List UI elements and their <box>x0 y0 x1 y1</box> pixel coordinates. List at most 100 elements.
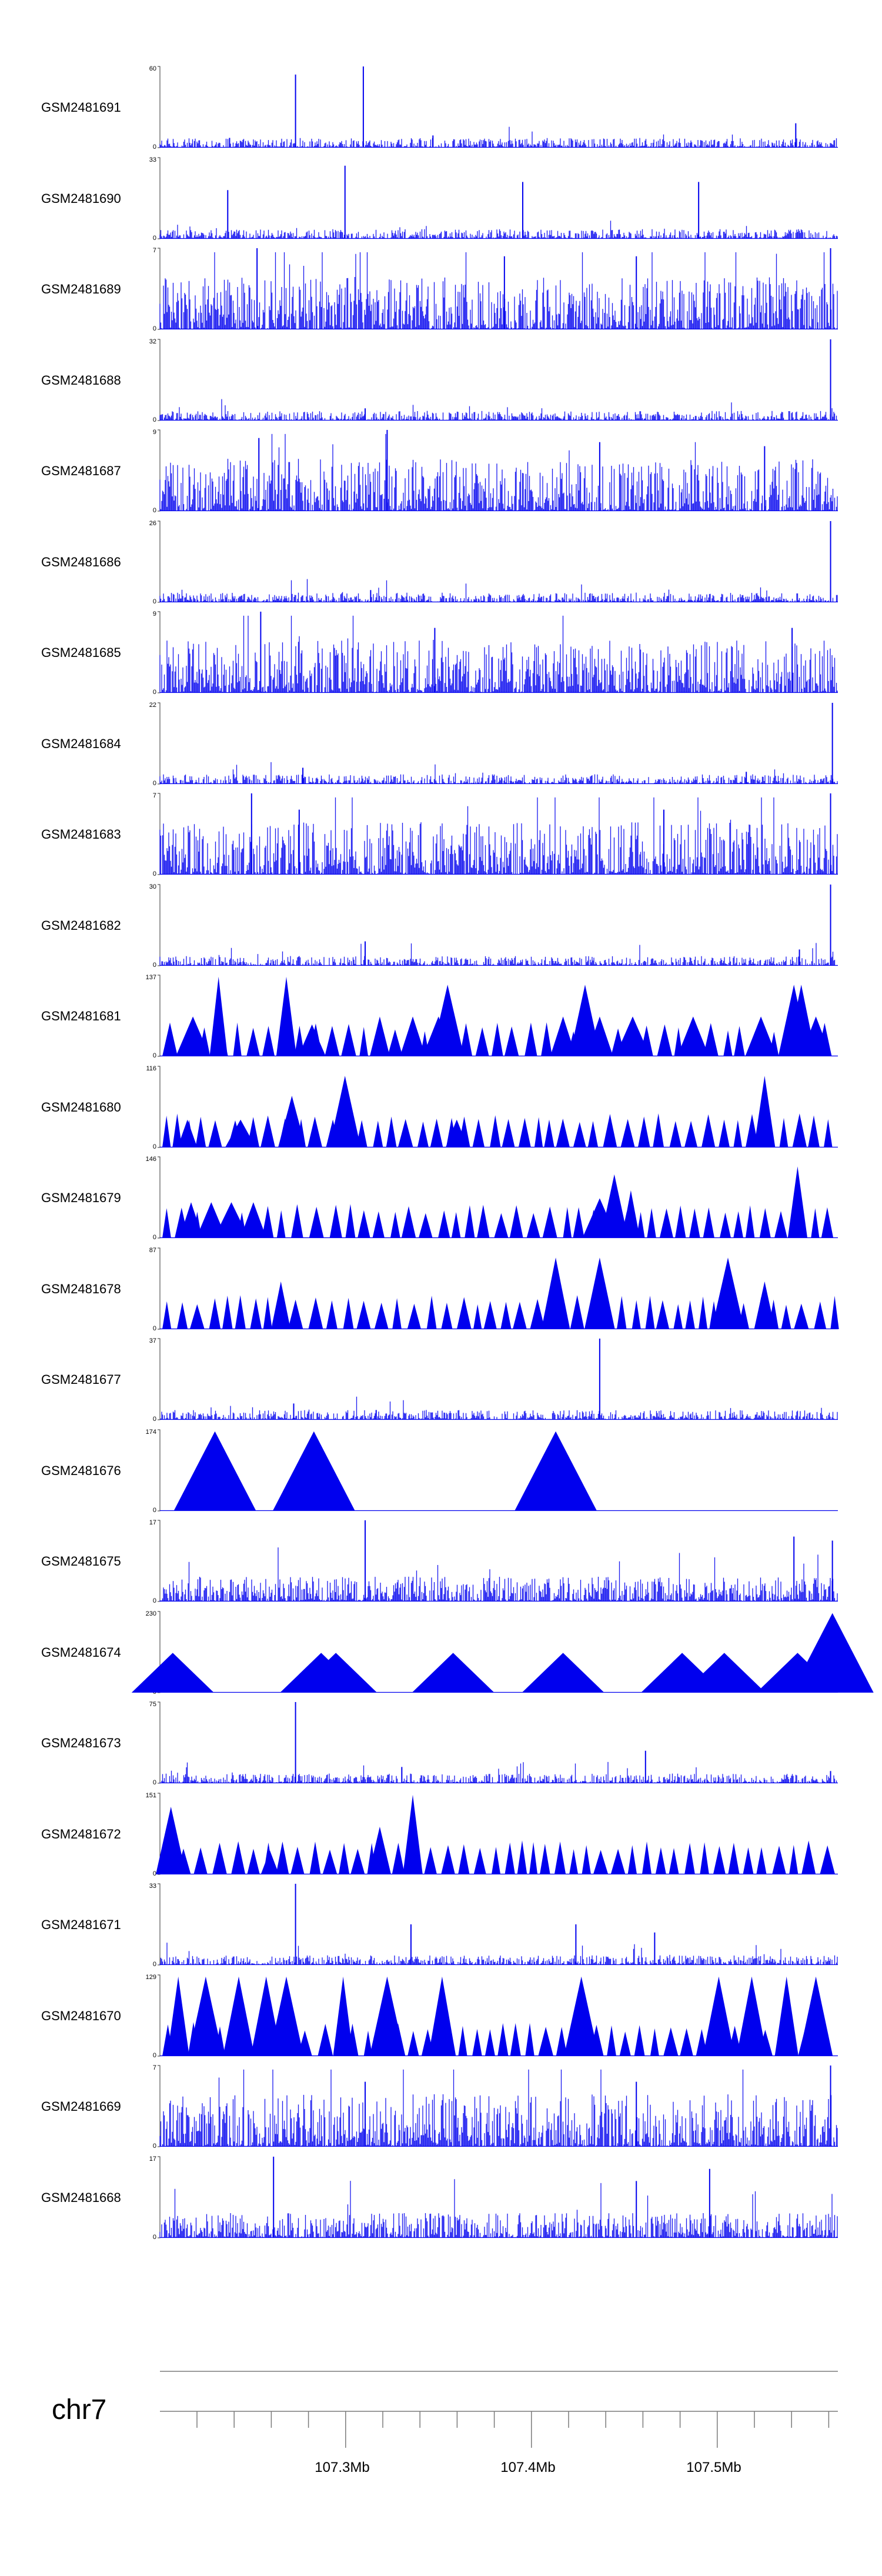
coverage-triangles <box>162 1075 833 1147</box>
coverage-bars <box>159 220 838 239</box>
track-label: GSM2481682 <box>41 917 121 933</box>
peak-triangle <box>329 1075 361 1147</box>
peak-triangle <box>677 1016 709 1056</box>
coverage-bars <box>159 797 838 875</box>
coverage-triangle <box>473 1304 482 1329</box>
coverage-triangle <box>345 1204 356 1238</box>
y-axis <box>158 1974 161 2056</box>
coverage-bars <box>159 762 838 784</box>
track-gsm2481689: GSM2481689 7 0 <box>0 247 882 332</box>
coverage-triangle <box>556 1118 570 1147</box>
track-gsm2481676: GSM2481676 174 0 <box>0 1429 882 1514</box>
coverage-triangle <box>801 1840 816 1874</box>
y-min-tick-label: 0 <box>153 2234 156 2241</box>
coverage-triangle <box>647 1208 656 1238</box>
coverage-triangle <box>222 1295 233 1329</box>
coverage-triangle <box>811 1208 820 1238</box>
y-min-tick-label: 0 <box>153 870 156 877</box>
coverage-triangle <box>525 2023 534 2056</box>
coverage-triangle <box>556 2026 567 2056</box>
y-axis <box>158 1066 161 1147</box>
y-max-tick-label: 33 <box>149 156 156 163</box>
coverage-triangle <box>743 1847 754 1874</box>
coverage-bars <box>159 1547 838 1601</box>
track-plot: 90 <box>153 610 838 696</box>
coverage-triangle <box>441 1844 455 1874</box>
coverage-triangle <box>700 1841 709 1874</box>
coverage-triangle <box>603 1113 617 1147</box>
coverage-triangle <box>703 1023 719 1056</box>
coverage-triangle <box>359 1027 369 1056</box>
coverage-triangle <box>794 1303 809 1329</box>
coverage-triangle <box>684 1120 698 1147</box>
peak-triangle <box>209 976 228 1056</box>
y-max-tick-label: 33 <box>149 1883 156 1890</box>
coverage-triangle <box>524 1022 537 1056</box>
track-gsm2481679: GSM2481679 146 0 <box>0 1156 882 1241</box>
peak-triangle <box>173 1431 256 1511</box>
coverage-bars <box>159 2069 838 2147</box>
coverage-triangle <box>497 2023 509 2056</box>
peak-triangle <box>564 1976 599 2056</box>
coverage-triangle <box>288 1299 303 1329</box>
coverage-triangle <box>231 1841 246 1874</box>
coverage-triangle <box>703 1207 714 1238</box>
coverage-triangle <box>830 1295 839 1329</box>
coverage-triangle <box>233 1022 242 1056</box>
coverage-triangle <box>372 1211 385 1238</box>
coverage-triangle <box>723 1030 733 1056</box>
peak-triangle <box>736 1976 767 2056</box>
track-plot: 37 0 <box>149 1337 838 1423</box>
y-max-tick-label: 7 <box>153 792 156 799</box>
coverage-triangle <box>820 1845 836 1874</box>
coverage-triangle <box>195 1116 206 1147</box>
peak-triangle <box>295 1652 377 1693</box>
coverage-triangle <box>620 1119 635 1147</box>
y-min-tick-label: 0 <box>153 1507 156 1514</box>
coverage-triangle <box>792 1113 807 1147</box>
coverage-triangle <box>610 1848 626 1874</box>
y-min-tick-label: 0 <box>153 1597 156 1604</box>
y-max-tick-label: 129 <box>146 1974 156 1981</box>
track-gsm2481686: GSM2481686 26 0 <box>0 520 882 605</box>
peak-triangle <box>541 1257 570 1329</box>
coverage-triangle <box>719 1119 730 1147</box>
track-plot: 26 0 <box>149 520 838 605</box>
coverage-triangle <box>309 1206 324 1238</box>
coverage-bars <box>159 2178 838 2238</box>
coverage-triangle <box>719 1212 731 1238</box>
coverage-triangle <box>530 1299 545 1329</box>
track-gsm2481677: GSM2481677 37 0 <box>0 1337 882 1423</box>
coverage-triangle <box>290 1846 305 1874</box>
y-max-tick-label: 151 <box>146 1792 156 1799</box>
y-min-tick-label: 0 <box>153 2143 156 2150</box>
track-label: GSM2481670 <box>41 2008 121 2023</box>
y-axis <box>158 1338 161 1420</box>
peak-triangle <box>774 1976 799 2056</box>
coverage-triangle <box>689 1208 700 1238</box>
coverage-triangle <box>518 1117 531 1147</box>
track-label: GSM2481673 <box>41 1736 121 1750</box>
track-plot: 22 0 <box>149 702 838 787</box>
peak-triangle <box>131 1652 214 1693</box>
coverage-triangle <box>407 1303 421 1329</box>
coverage-triangle <box>473 1847 486 1874</box>
y-axis <box>158 429 161 512</box>
coverage-triangle <box>789 1844 799 1874</box>
y-axis <box>158 2156 161 2238</box>
peak-triangle <box>431 985 465 1056</box>
y-min-tick-label: 0 <box>153 235 156 242</box>
track-label: GSM2481678 <box>41 1281 121 1296</box>
coverage-triangle <box>212 1842 227 1874</box>
coverage-triangle <box>517 1840 527 1874</box>
track-gsm2481685: GSM2481685 9 0 <box>0 610 882 696</box>
coverage-triangle <box>657 1024 673 1056</box>
track-label: GSM2481676 <box>41 1463 121 1478</box>
coverage-triangle <box>390 1212 400 1238</box>
coverage-triangle <box>407 2030 419 2056</box>
coverage-triangle <box>424 1847 437 1874</box>
coverage-triangle <box>824 1119 833 1147</box>
coverage-triangle <box>701 1114 716 1147</box>
